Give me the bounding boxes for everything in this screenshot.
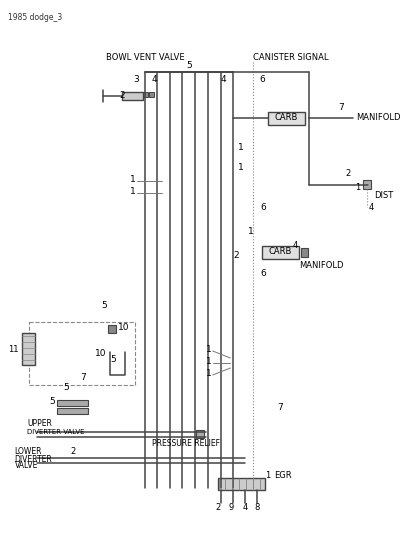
Text: 5: 5 xyxy=(63,384,69,392)
Text: 5: 5 xyxy=(110,356,116,365)
Text: DIVERTER VALVE: DIVERTER VALVE xyxy=(27,429,85,435)
Text: 4: 4 xyxy=(242,504,247,513)
Text: DIST: DIST xyxy=(373,190,393,199)
Text: 6: 6 xyxy=(260,203,266,212)
Text: 3: 3 xyxy=(133,76,139,85)
Text: 1: 1 xyxy=(205,369,211,378)
Text: 1: 1 xyxy=(205,358,211,367)
Text: 1: 1 xyxy=(238,143,243,152)
Bar xyxy=(148,92,153,97)
Text: MANIFOLD: MANIFOLD xyxy=(298,262,343,271)
Text: 7: 7 xyxy=(277,403,283,413)
Text: 9: 9 xyxy=(228,504,233,513)
Bar xyxy=(267,112,304,125)
Text: LOWER: LOWER xyxy=(15,448,42,456)
Text: 7: 7 xyxy=(80,374,86,383)
Text: CANISTER SIGNAL: CANISTER SIGNAL xyxy=(252,52,328,61)
Text: 1: 1 xyxy=(354,182,359,191)
Text: 8: 8 xyxy=(253,504,258,513)
Text: 4: 4 xyxy=(220,76,226,85)
Bar xyxy=(108,325,115,333)
Text: 1: 1 xyxy=(205,345,211,354)
Text: 2: 2 xyxy=(215,504,220,513)
Text: 1985 dodge_3: 1985 dodge_3 xyxy=(8,13,62,22)
Text: PRESSURE RELIEF: PRESSURE RELIEF xyxy=(152,439,219,448)
Text: 2: 2 xyxy=(119,92,125,101)
Text: 1: 1 xyxy=(264,472,269,481)
Bar xyxy=(261,246,298,259)
Text: 4: 4 xyxy=(292,240,298,249)
Text: 6: 6 xyxy=(259,76,265,85)
Text: 1: 1 xyxy=(247,228,253,237)
Text: 5: 5 xyxy=(186,61,191,70)
Text: 11: 11 xyxy=(9,344,19,353)
Bar xyxy=(22,333,35,365)
Text: 10: 10 xyxy=(117,324,129,333)
Text: BOWL VENT VALVE: BOWL VENT VALVE xyxy=(106,52,184,61)
Bar xyxy=(143,92,148,97)
Text: 1: 1 xyxy=(238,164,243,173)
Text: CARB: CARB xyxy=(268,247,291,256)
Text: 7: 7 xyxy=(337,102,343,111)
Text: MANIFOLD: MANIFOLD xyxy=(355,114,399,123)
Text: 5: 5 xyxy=(49,398,55,407)
Text: 2: 2 xyxy=(344,169,349,179)
Text: DIVERTER: DIVERTER xyxy=(15,455,52,464)
Bar xyxy=(57,408,88,414)
Text: 2: 2 xyxy=(70,448,76,456)
Text: 1: 1 xyxy=(130,175,136,184)
Text: 2: 2 xyxy=(233,252,238,261)
Bar xyxy=(196,430,203,438)
Text: 4: 4 xyxy=(152,76,157,85)
Bar xyxy=(362,180,370,189)
Text: EGR: EGR xyxy=(274,472,291,481)
Text: 6: 6 xyxy=(260,270,266,279)
Bar xyxy=(217,478,264,490)
Text: 4: 4 xyxy=(368,203,373,212)
Text: VALVE: VALVE xyxy=(15,462,38,471)
Text: 5: 5 xyxy=(101,301,106,310)
Bar xyxy=(29,322,135,385)
Bar xyxy=(300,248,307,257)
Bar xyxy=(121,92,143,100)
Text: 10: 10 xyxy=(95,349,106,358)
Text: 1: 1 xyxy=(130,188,136,197)
Bar xyxy=(57,400,88,406)
Text: CARB: CARB xyxy=(274,114,297,123)
Text: UPPER: UPPER xyxy=(27,419,52,429)
